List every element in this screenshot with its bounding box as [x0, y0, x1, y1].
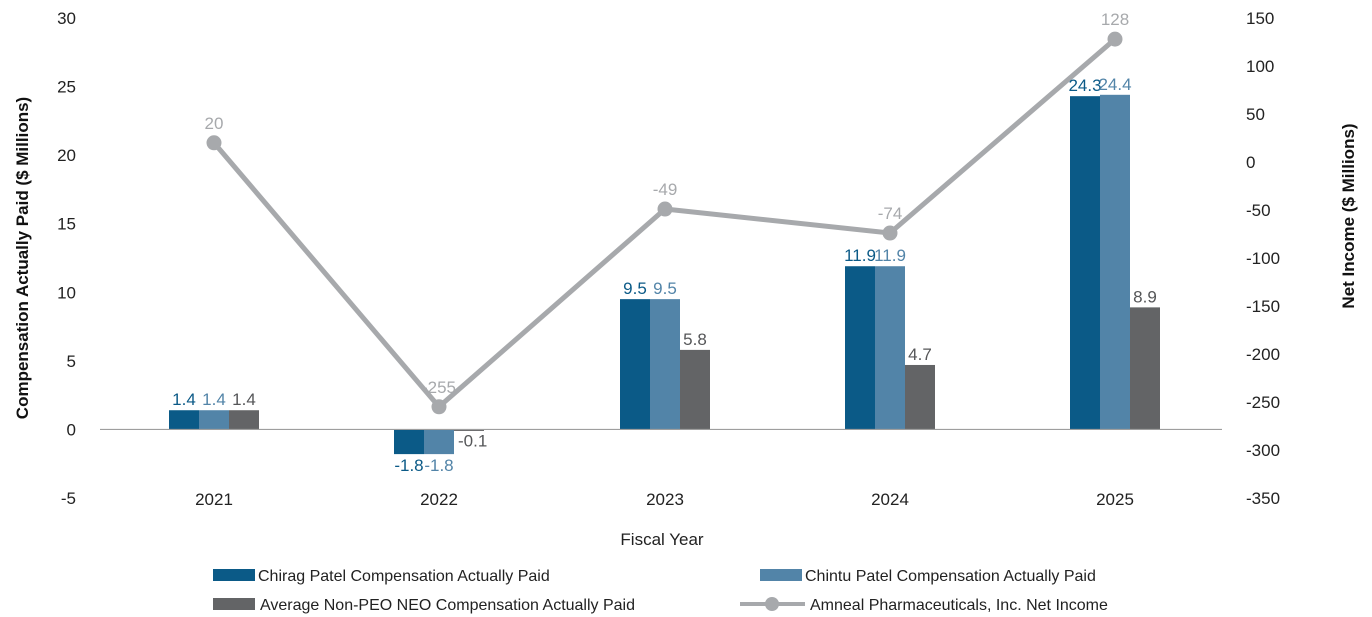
right-axis-title: Net Income ($ Millions): [1339, 123, 1358, 308]
x-tick-label: 2022: [420, 490, 458, 509]
bar-3-2021: [229, 410, 259, 430]
bar-1-2023: [620, 299, 650, 430]
legend-swatch-net-income-marker: [765, 597, 779, 611]
bar-3-2023: [680, 349, 710, 430]
bar-2-2025: [1100, 94, 1130, 430]
bar-2-2023: [650, 299, 680, 430]
bar-data-label: 9.5: [623, 279, 647, 298]
left-tick-label: 10: [57, 283, 76, 302]
legend-label-non-peo: Average Non-PEO NEO Compensation Actuall…: [260, 597, 635, 614]
net-income-point-2024: [882, 225, 898, 241]
x-axis-title: Fiscal Year: [620, 530, 703, 549]
left-tick-label: 20: [57, 146, 76, 165]
bar-1-2021: [169, 410, 199, 430]
bar-data-label: 1.4: [202, 390, 226, 409]
legend-swatch-non-peo: [213, 598, 255, 610]
net-income-point-2022: [431, 399, 447, 415]
bar-data-label: 9.5: [653, 279, 677, 298]
x-tick-label: 2023: [646, 490, 684, 509]
legend-label-net-income: Amneal Pharmaceuticals, Inc. Net Income: [810, 597, 1108, 614]
bar-data-label: 24.4: [1098, 75, 1131, 94]
bar-1-2022: [394, 429, 424, 455]
right-tick-label: -150: [1246, 297, 1280, 316]
right-tick-label: -350: [1246, 489, 1280, 508]
left-tick-label: 25: [57, 78, 76, 97]
net-income-point-2025: [1107, 31, 1123, 47]
legend-label-chirag: Chirag Patel Compensation Actually Paid: [258, 568, 550, 585]
net-income-data-label: 20: [205, 114, 224, 133]
x-axis-ticks: 2021 2022 2023 2024 2025: [195, 490, 1134, 509]
bar-group: [169, 94, 1160, 455]
bar-data-label: 11.9: [844, 246, 876, 265]
bar-2-2022: [424, 429, 454, 455]
bar-3-2022: [454, 429, 484, 431]
net-income-point-2021: [206, 135, 222, 151]
bar-data-label: 11.9: [874, 246, 906, 265]
x-tick-label: 2025: [1096, 490, 1134, 509]
bar-data-label: 1.4: [232, 390, 256, 409]
bar-1-2024: [845, 266, 875, 430]
legend-swatch-chirag: [213, 569, 255, 581]
right-tick-label: -50: [1246, 201, 1271, 220]
net-income-data-label: -49: [653, 180, 678, 199]
bar-data-label: -0.1: [458, 431, 487, 450]
net-income-line-series: [206, 31, 1123, 415]
left-tick-label: 5: [67, 352, 76, 371]
bar-data-label: 4.7: [908, 345, 932, 364]
left-tick-label: -5: [61, 489, 76, 508]
right-tick-label: -200: [1246, 345, 1280, 364]
bar-data-label: 8.9: [1133, 287, 1157, 306]
left-tick-label: 0: [67, 420, 76, 439]
bar-3-2024: [905, 364, 935, 430]
bar-1-2025: [1070, 96, 1100, 430]
right-y-axis: -350 -300 -250 -200 -150 -100 -50 0 50 100 150: [1246, 9, 1280, 508]
x-tick-label: 2024: [871, 490, 909, 509]
left-tick-label: 15: [57, 215, 76, 234]
bar-2-2024: [875, 266, 905, 430]
bar-data-label: 1.4: [172, 390, 196, 409]
legend: Chirag Patel Compensation Actually Paid …: [213, 568, 1108, 614]
bar-data-label: 5.8: [683, 330, 707, 349]
right-tick-label: 0: [1246, 153, 1255, 172]
data-labels: 1.4 1.4 1.4 -1.8 -1.8 -0.1 9.5 9.5 5.8 11.911.9 4.…: [172, 10, 1157, 475]
legend-swatch-chintu: [760, 569, 802, 581]
right-tick-label: 150: [1246, 9, 1274, 28]
bar-data-label: -1.8: [394, 456, 423, 475]
right-tick-label: -250: [1246, 393, 1280, 412]
x-tick-label: 2021: [195, 490, 233, 509]
legend-label-chintu: Chintu Patel Compensation Actually Paid: [805, 568, 1096, 585]
net-income-data-label: -255: [422, 378, 456, 397]
bar-data-label: -1.8: [424, 456, 453, 475]
net-income-point-2023: [657, 201, 673, 217]
net-income-data-label: 128: [1101, 10, 1129, 29]
left-axis-title: Compensation Actually Paid ($ Millions): [13, 97, 32, 419]
left-y-axis: -5 0 5 10 15 20 25 30: [57, 9, 76, 508]
bar-data-label: 24.3: [1068, 76, 1101, 95]
right-tick-label: -100: [1246, 249, 1280, 268]
bar-3-2025: [1130, 307, 1160, 430]
bar-2-2021: [199, 410, 229, 430]
right-tick-label: 100: [1246, 57, 1274, 76]
right-tick-label: 50: [1246, 105, 1265, 124]
net-income-data-label: -74: [878, 204, 903, 223]
right-tick-label: -300: [1246, 441, 1280, 460]
left-tick-label: 30: [57, 9, 76, 28]
